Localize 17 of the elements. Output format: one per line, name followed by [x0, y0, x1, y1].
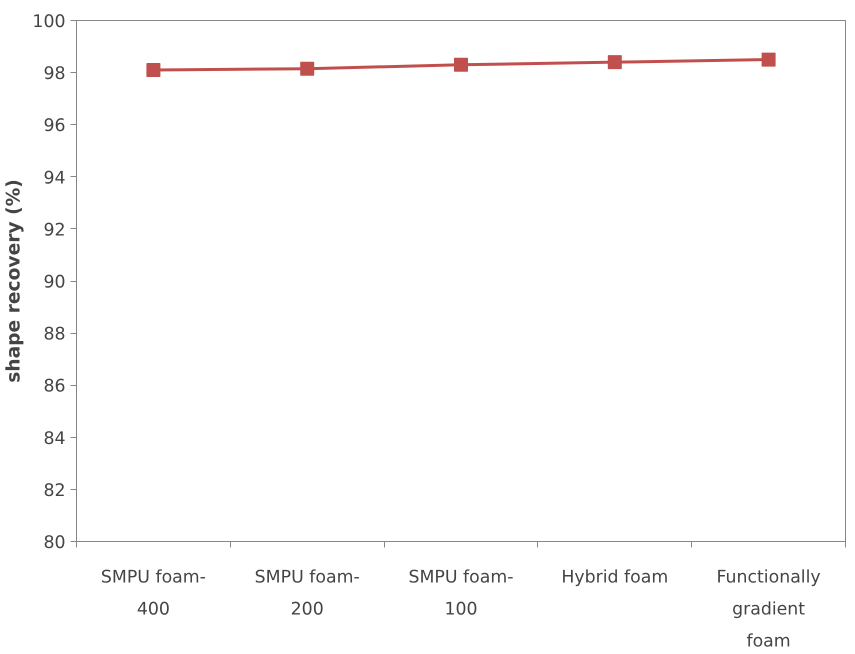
x-tick-label: Functionally gradient foam: [716, 568, 821, 652]
x-tick-label: Hybrid foam: [561, 568, 668, 588]
y-tick-label: 90: [43, 272, 66, 292]
y-tick-label: 94: [43, 168, 66, 188]
y-tick-label: 80: [43, 533, 66, 553]
x-tick-label: SMPU foam-200: [254, 568, 360, 620]
y-tick-label: 82: [43, 480, 66, 501]
x-tick-label: SMPU foam-400: [100, 568, 206, 620]
x-tick-label: SMPU foam-100: [408, 568, 514, 620]
y-tick-label: 98: [43, 64, 66, 84]
y-tick-label: 92: [43, 220, 66, 240]
y-tick-label: 96: [43, 116, 66, 136]
y-tick-label: 86: [43, 376, 66, 397]
y-tick-label: 84: [43, 428, 66, 449]
y-tick-label: 100: [32, 12, 66, 32]
y-axis-title: shape recovery (%): [3, 179, 24, 383]
y-tick-label: 88: [43, 324, 66, 345]
